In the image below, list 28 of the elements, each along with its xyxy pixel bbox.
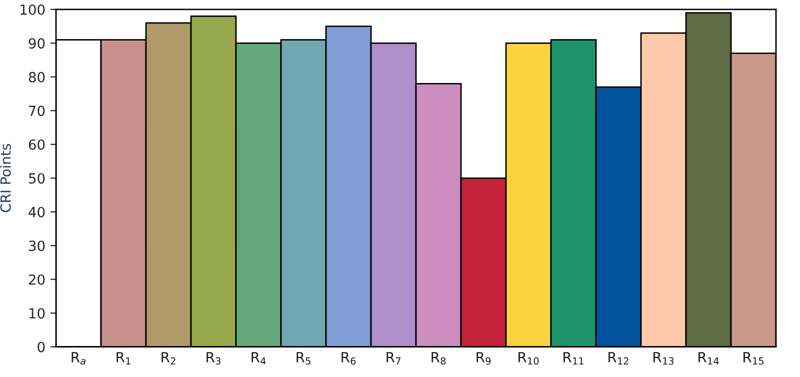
- x-tick-label: R$_{9}$: [476, 352, 491, 365]
- x-tick-label: R$_{4}$: [252, 352, 266, 365]
- x-tick-label: R$_{a}$: [72, 352, 86, 365]
- y-tick-label: 100: [20, 4, 45, 15]
- x-tick-label: R$_{2}$: [162, 352, 176, 365]
- x-tick-label: R$_{15}$: [744, 352, 764, 365]
- x-tick-label: R$_{14}$: [698, 352, 719, 365]
- y-axis-title: CRI Points: [0, 144, 11, 212]
- x-tick-label: R$_{7}$: [386, 352, 400, 365]
- y-tick-label: 0: [38, 342, 45, 352]
- x-tick-label: R$_{13}$: [654, 352, 674, 365]
- x-tick-label: R$_{8}$: [432, 352, 446, 365]
- x-tick-label: R$_{3}$: [206, 352, 220, 365]
- x-tick-label: R$_{6}$: [342, 352, 356, 365]
- y-tick-label: 50: [28, 173, 45, 184]
- x-tick-label: R$_{11}$: [564, 352, 584, 365]
- x-tick-label: R$_{5}$: [296, 352, 310, 365]
- y-tick-label: 60: [28, 139, 45, 150]
- y-tick-label: 40: [28, 206, 45, 218]
- y-tick-label: 90: [28, 38, 45, 49]
- x-tick-label: R$_{12}$: [608, 352, 628, 365]
- y-tick-label: 80: [28, 72, 45, 82]
- y-tick-label: 10: [29, 308, 45, 319]
- y-tick-label: 20: [28, 274, 45, 285]
- x-tick-label: R$_{1}$: [116, 352, 130, 365]
- x-tick-label: R$_{10}$: [518, 352, 539, 365]
- y-tick-label: 70: [29, 106, 45, 116]
- y-tick-label: 30: [28, 240, 45, 252]
